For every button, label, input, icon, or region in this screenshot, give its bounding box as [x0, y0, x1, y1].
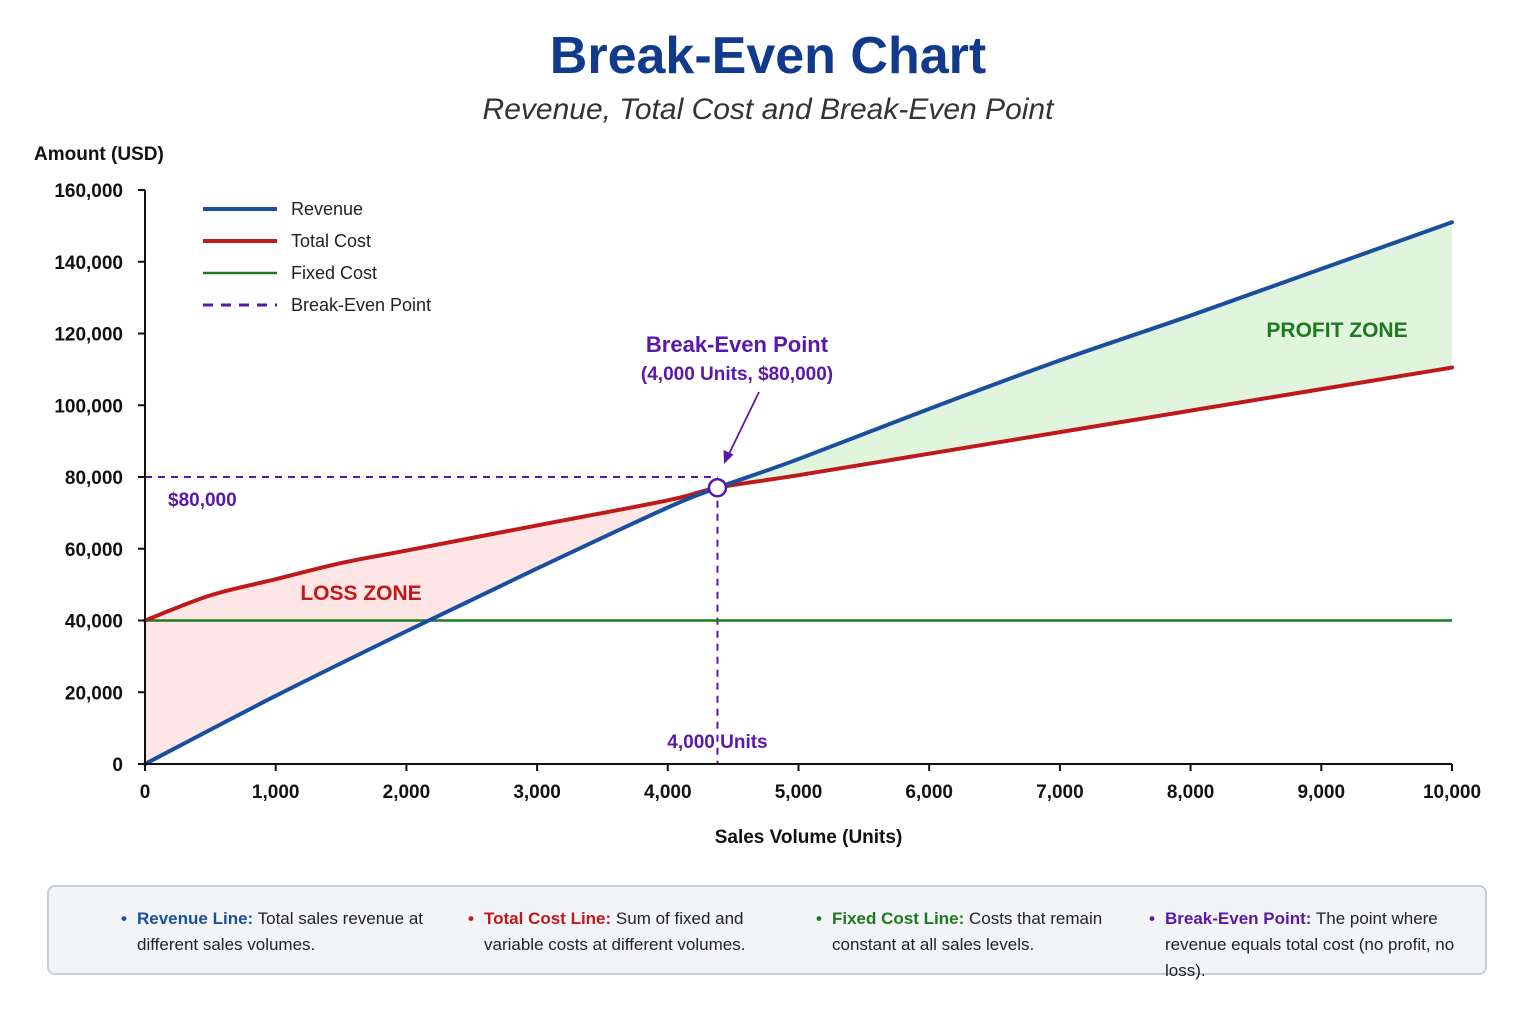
chart-subtitle: Revenue, Total Cost and Break-Even Point	[482, 93, 1054, 126]
x-tick-label: 3,000	[513, 782, 561, 803]
y-value-marker-label: $80,000	[168, 490, 237, 511]
info-text: Total sales revenue at	[253, 909, 423, 928]
legend-description-box: • Revenue Line: Total sales revenue at d…	[47, 885, 1487, 980]
x-tick-label: 6,000	[905, 782, 953, 803]
x-value-marker-label: 4,000 Units	[667, 732, 767, 753]
x-tick-label: 4,000	[644, 782, 692, 803]
info-text: The point where	[1311, 909, 1438, 928]
y-tick-label: 100,000	[54, 396, 123, 417]
y-tick-label: 120,000	[54, 325, 123, 346]
x-tick-label: 8,000	[1167, 782, 1215, 803]
break-even-point-marker	[707, 478, 728, 498]
legend-label-revenue: Revenue	[291, 199, 363, 219]
y-tick-label: 80,000	[65, 468, 123, 489]
annotation-arrow-line	[727, 391, 760, 457]
legend-label-break-even-point: Break-Even Point	[291, 295, 431, 315]
x-tick-label: 10,000	[1423, 782, 1481, 803]
info-text-line2: variable costs at different volumes.	[484, 935, 746, 954]
y-tick-label: 40,000	[65, 612, 123, 633]
info-term: Total Cost Line:	[484, 909, 612, 928]
bullet-icon: •	[468, 909, 474, 928]
info-item-total-cost: • Total Cost Line: Sum of fixed and vari…	[468, 906, 746, 958]
x-tick-label: 7,000	[1036, 782, 1084, 803]
y-axis-title: Amount (USD)	[34, 144, 164, 165]
annotation-arrow-head-icon	[723, 450, 734, 464]
y-tick-label: 160,000	[54, 181, 123, 202]
y-tick-label: 0	[112, 755, 123, 776]
info-item-fixed-cost: • Fixed Cost Line: Costs that remain con…	[816, 906, 1103, 958]
bullet-icon: •	[816, 909, 822, 928]
info-text-line2: different sales volumes.	[137, 935, 316, 954]
bullet-icon: •	[1149, 909, 1155, 928]
loss-zone-area	[145, 487, 718, 764]
loss-zone-label: LOSS ZONE	[300, 582, 421, 605]
info-text: Sum of fixed and	[611, 909, 744, 928]
x-tick-label: 2,000	[383, 782, 431, 803]
y-tick-label: 60,000	[65, 540, 123, 561]
break-even-chart: 0 20,000 40,000 60,000 80,000 100,000 120,000 1…	[34, 144, 1481, 848]
x-tick-label: 0	[140, 782, 151, 803]
info-text-line2: revenue equals total cost (no profit, no…	[1165, 935, 1455, 980]
info-item-break-even: • Break-Even Point: The point where reve…	[1149, 906, 1485, 984]
y-tick-label: 140,000	[54, 253, 123, 274]
legend-label-total-cost: Total Cost	[291, 231, 371, 251]
x-axis-title: Sales Volume (Units)	[715, 827, 903, 848]
info-term: Revenue Line:	[137, 909, 254, 928]
y-tick-label: 20,000	[65, 683, 123, 704]
info-text: Costs that remain	[964, 909, 1103, 928]
break-even-annotation-detail: (4,000 Units, $80,000)	[641, 364, 833, 385]
legend-label-fixed-cost: Fixed Cost	[291, 263, 377, 283]
x-tick-label: 5,000	[775, 782, 823, 803]
revenue-line	[143, 220, 1454, 766]
info-term: Break-Even Point:	[1165, 909, 1312, 928]
break-even-annotation-title: Break-Even Point	[646, 332, 829, 357]
chart-title: Break-Even Chart	[549, 27, 987, 85]
info-term: Fixed Cost Line:	[832, 909, 965, 928]
bullet-icon: •	[121, 909, 127, 928]
profit-zone-label: PROFIT ZONE	[1266, 319, 1407, 342]
x-tick-label: 9,000	[1298, 782, 1346, 803]
info-item-revenue: • Revenue Line: Total sales revenue at d…	[121, 906, 423, 958]
x-tick-label: 1,000	[252, 782, 300, 803]
info-text-line2: constant at all sales levels.	[832, 935, 1035, 954]
